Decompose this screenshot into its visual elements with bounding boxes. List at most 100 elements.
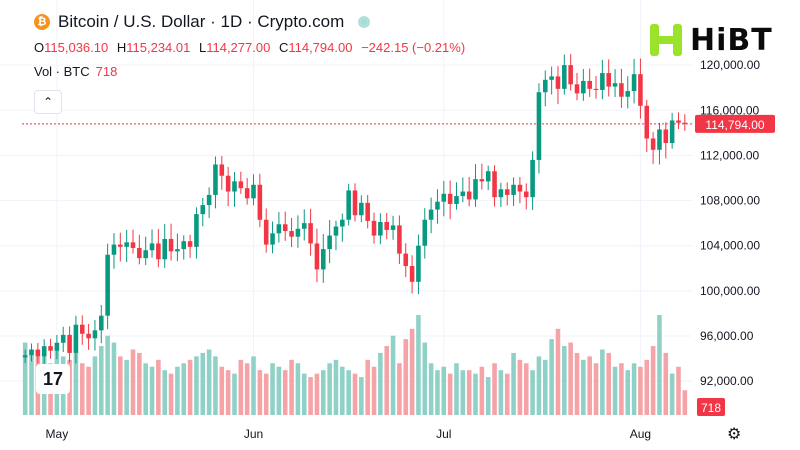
candle-body[interactable]	[600, 73, 605, 90]
candle-body[interactable]	[213, 164, 218, 195]
candle-body[interactable]	[517, 184, 523, 192]
candle-body[interactable]	[257, 184, 263, 220]
candle-body[interactable]	[295, 228, 301, 237]
candle-body[interactable]	[181, 241, 187, 250]
candle-body[interactable]	[149, 243, 155, 251]
candle-body[interactable]	[289, 231, 294, 237]
candle-body[interactable]	[606, 73, 611, 87]
candle-body[interactable]	[263, 219, 269, 245]
candle-body[interactable]	[498, 189, 504, 198]
candle-body[interactable]	[92, 330, 98, 339]
candle-body[interactable]	[479, 179, 485, 182]
candle-body[interactable]	[619, 83, 624, 97]
candle-body[interactable]	[301, 223, 307, 229]
candle-body[interactable]	[384, 222, 389, 230]
candle-body[interactable]	[416, 245, 421, 282]
candle-body[interactable]	[321, 249, 326, 270]
candle-body[interactable]	[200, 205, 206, 215]
candle-body[interactable]	[99, 315, 104, 331]
candle-body[interactable]	[168, 238, 174, 252]
candle-body[interactable]	[447, 193, 453, 204]
candle-body[interactable]	[118, 244, 123, 247]
candle-body[interactable]	[86, 333, 91, 339]
candle-body[interactable]	[657, 129, 662, 150]
candle-body[interactable]	[143, 250, 148, 259]
candle-body[interactable]	[219, 164, 225, 176]
candle-body[interactable]	[574, 84, 580, 94]
candle-body[interactable]	[48, 346, 53, 351]
candle-body[interactable]	[308, 223, 313, 244]
candle-body[interactable]	[460, 191, 466, 197]
candle-body[interactable]	[194, 214, 199, 247]
candle-body[interactable]	[682, 122, 688, 124]
candle-body[interactable]	[511, 184, 516, 195]
candle-body[interactable]	[543, 79, 548, 93]
candle-body[interactable]	[669, 120, 675, 144]
candle-body[interactable]	[232, 181, 237, 192]
candle-body[interactable]	[130, 242, 136, 248]
candle-body[interactable]	[581, 80, 586, 94]
candle-body[interactable]	[340, 219, 345, 227]
candle-body[interactable]	[346, 190, 351, 220]
candle-body[interactable]	[327, 235, 332, 250]
candle-body[interactable]	[568, 65, 573, 85]
candle-body[interactable]	[333, 226, 339, 236]
candle-body[interactable]	[562, 65, 567, 89]
candle-body[interactable]	[187, 241, 193, 247]
candle-body[interactable]	[676, 120, 681, 123]
candle-body[interactable]	[41, 346, 47, 357]
candle-body[interactable]	[492, 171, 497, 198]
symbol-header[interactable]: ₿ Bitcoin / U.S. Dollar · 1D · Crypto.co…	[34, 12, 371, 32]
candle-body[interactable]	[441, 193, 447, 202]
candle-body[interactable]	[435, 201, 440, 210]
candle-body[interactable]	[663, 129, 669, 144]
candle-body[interactable]	[523, 191, 529, 198]
candle-body[interactable]	[473, 179, 478, 200]
candle-body[interactable]	[67, 334, 72, 353]
candle-body[interactable]	[251, 184, 256, 199]
candle-body[interactable]	[359, 202, 364, 216]
candle-body[interactable]	[206, 194, 212, 206]
candle-body[interactable]	[403, 253, 409, 267]
candle-body[interactable]	[454, 196, 459, 204]
candle-body[interactable]	[409, 266, 415, 282]
candle-body[interactable]	[175, 249, 180, 252]
candle-body[interactable]	[428, 209, 434, 220]
candle-body[interactable]	[270, 233, 275, 245]
candle-body[interactable]	[530, 159, 535, 198]
symbol-title[interactable]: Bitcoin / U.S. Dollar · 1D · Crypto.com	[58, 12, 345, 31]
candle-body[interactable]	[536, 92, 542, 160]
candle-body[interactable]	[504, 189, 510, 195]
candle-body[interactable]	[137, 247, 142, 259]
candle-body[interactable]	[549, 76, 554, 80]
candle-body[interactable]	[276, 224, 282, 234]
candle-body[interactable]	[485, 171, 491, 182]
tradingview-logo[interactable]: 17	[36, 364, 70, 394]
candle-body[interactable]	[631, 74, 637, 92]
candle-body[interactable]	[162, 238, 167, 260]
candle-body[interactable]	[650, 138, 656, 150]
candle-body[interactable]	[79, 324, 85, 334]
candle-body[interactable]	[73, 324, 79, 353]
candle-body[interactable]	[111, 244, 117, 255]
candle-body[interactable]	[371, 220, 377, 236]
candle-body[interactable]	[390, 225, 396, 230]
candle-body[interactable]	[612, 83, 618, 87]
candle-body[interactable]	[593, 88, 599, 90]
candle-body[interactable]	[638, 74, 643, 106]
candle-body[interactable]	[35, 349, 41, 357]
candle-body[interactable]	[22, 355, 28, 358]
candle-body[interactable]	[365, 202, 370, 221]
candle-body[interactable]	[244, 188, 250, 199]
candle-body[interactable]	[352, 190, 358, 216]
candle-body[interactable]	[555, 76, 561, 89]
candle-body[interactable]	[466, 191, 472, 200]
candle-body[interactable]	[625, 91, 631, 97]
candle-body[interactable]	[124, 242, 129, 247]
candle-body[interactable]	[60, 334, 66, 343]
candle-body[interactable]	[238, 181, 244, 189]
candle-body[interactable]	[105, 254, 110, 316]
candle-body[interactable]	[29, 349, 34, 356]
candle-body[interactable]	[225, 175, 231, 192]
